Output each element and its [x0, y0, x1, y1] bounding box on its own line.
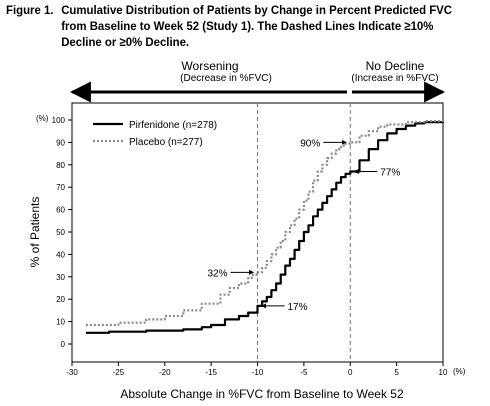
figure-label: Figure 1.	[6, 3, 54, 17]
x-axis: -30 -25 -20 -15 -10 -5 0 5 10	[66, 362, 448, 377]
x-tick-label: 0	[348, 368, 353, 377]
figure-caption-text: Cumulative Distribution of Patients by C…	[61, 3, 453, 49]
x-tick-label: -25	[113, 368, 125, 377]
x-tick-label: -20	[159, 368, 171, 377]
x-axis-unit: (%)	[453, 367, 466, 376]
x-tick-label: 10	[439, 368, 448, 377]
x-tick-label: -15	[205, 368, 217, 377]
y-tick-label: 20	[56, 295, 65, 304]
y-tick-label: 100	[52, 116, 66, 125]
y-tick-label: 10	[56, 318, 65, 327]
annotation-label: 32%	[207, 268, 227, 279]
no-decline-title: No Decline	[366, 59, 425, 73]
worsening-title: Worsening	[181, 59, 238, 73]
legend-label-pirfenidone: Pirfenidone (n=278)	[129, 120, 217, 131]
pirfenidone-line	[85, 121, 445, 334]
y-tick-label: 60	[56, 206, 65, 215]
y-tick-label: 90	[56, 138, 65, 147]
y-axis: 0 10 20 30 40 50 60 70 80 90 100	[52, 116, 72, 349]
y-tick-label: 30	[56, 273, 65, 282]
y-tick-label: 50	[56, 228, 65, 237]
y-tick-label: 80	[56, 161, 65, 170]
y-axis-unit: (%)	[36, 114, 49, 123]
y-tick-label: 0	[61, 340, 66, 349]
legend-label-placebo: Placebo (n=277)	[129, 137, 203, 148]
annotations: 32% 17% 90% 77%	[207, 138, 400, 313]
x-tick-label: -10	[252, 368, 264, 377]
series-lines	[85, 120, 445, 334]
reference-lines	[257, 103, 351, 362]
x-tick-label: -30	[66, 368, 78, 377]
x-axis-title: Absolute Change in %FVC from Baseline to…	[120, 387, 404, 401]
y-axis-title: % of Patients	[28, 197, 42, 268]
x-tick-label: 5	[394, 368, 399, 377]
worsening-subtitle: (Decrease in %FVC)	[180, 73, 272, 84]
legend: Pirfenidone (n=278) Placebo (n=277)	[93, 120, 217, 148]
y-tick-label: 70	[56, 183, 65, 192]
y-tick-label: 40	[56, 250, 65, 259]
no-decline-subtitle: (Increase in %FVC)	[351, 73, 438, 84]
placebo-line	[85, 120, 445, 327]
annotation-label: 90%	[300, 138, 320, 149]
x-tick-label: -5	[300, 368, 308, 377]
annotation-label: 77%	[380, 168, 400, 179]
annotation-label: 17%	[288, 302, 308, 313]
